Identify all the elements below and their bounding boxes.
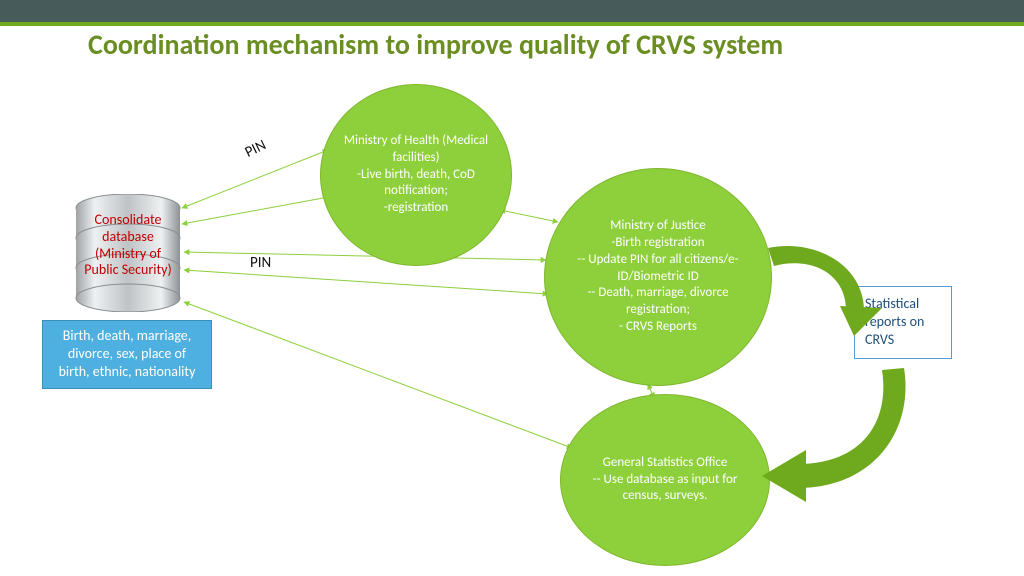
pin-label-2: PIN bbox=[250, 254, 271, 272]
node-justice-text: Ministry of Justice -Birth registration … bbox=[563, 218, 753, 336]
curved-arrow-bottom bbox=[754, 360, 924, 510]
db-label-4: Public Security) bbox=[84, 261, 172, 278]
db-label-2: database bbox=[102, 228, 154, 245]
node-ministry-health: Ministry of Health (Medical facilities) … bbox=[320, 84, 512, 266]
node-stats-text: General Statistics Office -- Use databas… bbox=[579, 455, 751, 506]
node-ministry-justice: Ministry of Justice -Birth registration … bbox=[544, 168, 772, 386]
database-fields-box: Birth, death, marriage, divorce, sex, pl… bbox=[42, 320, 212, 389]
node-health-text: Ministry of Health (Medical facilities) … bbox=[339, 133, 493, 217]
curved-arrow-top bbox=[756, 236, 886, 336]
database-label: Consolidate database (Ministry of Public… bbox=[60, 212, 196, 279]
db-label-1: Consolidate bbox=[95, 211, 162, 228]
db-label-3: (Ministry of bbox=[95, 245, 161, 262]
node-general-statistics: General Statistics Office -- Use databas… bbox=[560, 394, 770, 566]
